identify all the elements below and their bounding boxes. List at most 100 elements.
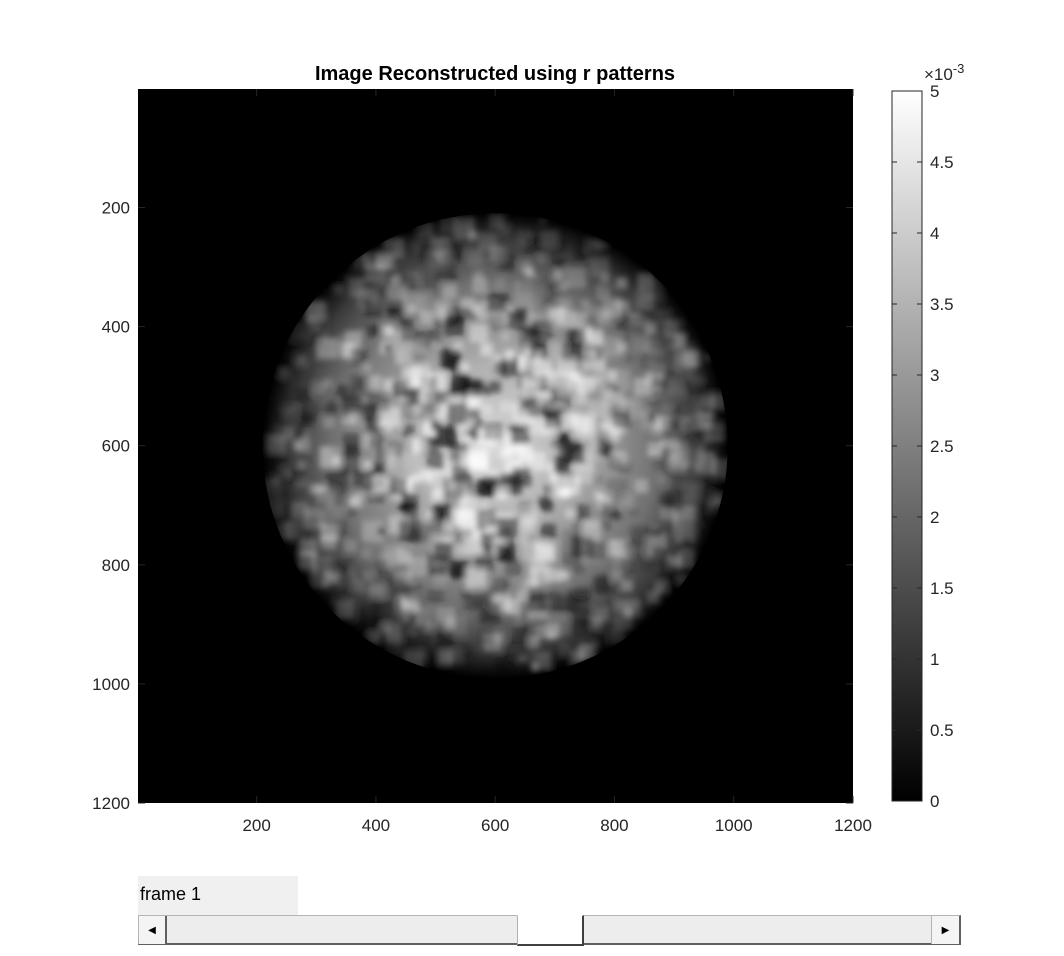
speckle-block [349,374,371,396]
speckle-block [422,638,440,656]
slider-left-arrow-icon[interactable]: ◀ [139,916,167,944]
speckle-block [460,587,473,599]
speckle-block [692,383,706,397]
speckle-block [586,541,606,562]
speckle-block [338,408,350,420]
speckle-block [425,554,448,577]
speckle-block [337,564,348,575]
speckle-block [298,451,311,465]
speckle-block [479,602,501,625]
speckle-block [439,215,457,233]
speckle-block [540,645,550,655]
speckle-block [481,249,491,259]
speckle-block [655,415,670,430]
speckle-block [424,622,434,632]
speckle-block [621,579,633,592]
speckle-block [491,578,509,596]
speckle-block [638,604,649,616]
speckle-block [433,486,444,497]
y-tick-label: 400 [102,318,130,337]
speckle-block [469,323,489,343]
speckle-block [612,553,629,570]
speckle-block [480,343,493,356]
speckle-block [531,319,554,341]
frame-slider[interactable]: ◀ ▶ [138,915,961,946]
speckle-block [450,375,470,395]
x-tick-label: 800 [600,816,628,835]
speckle-block [573,239,595,261]
speckle-block [354,487,365,499]
speckle-block [295,354,307,366]
speckle-block [303,570,323,589]
speckle-block [630,526,651,547]
speckle-block [471,381,487,396]
speckle-block [505,599,521,615]
speckle-block [616,314,632,330]
speckle-block [611,570,623,582]
speckle-block [558,458,572,472]
speckle-block [401,503,418,519]
speckle-block [456,506,472,523]
speckle-block [591,439,601,449]
speckle-block [634,479,649,493]
speckle-block [447,273,459,284]
speckle-block [566,589,588,612]
speckle-block [300,539,318,557]
speckle-block [367,375,382,390]
speckle-block [453,341,464,352]
speckle-block [681,445,702,465]
speckle-block [367,247,387,267]
speckle-block [492,630,507,645]
speckle-block [540,546,555,560]
speckle-block [544,484,556,496]
slider-thumb[interactable] [517,915,584,946]
speckle-block [530,663,539,672]
speckle-block [602,299,622,319]
speckle-block [527,586,543,602]
speckle-block [372,601,393,623]
speckle-block [473,270,484,281]
speckle-block [565,266,587,288]
speckle-block [296,477,308,488]
speckle-block [661,405,671,415]
speckle-block [432,318,442,329]
speckle-block [401,613,410,622]
speckle-block [459,650,478,670]
speckle-block [504,293,515,304]
speckle-block [711,406,724,420]
speckle-block [304,507,326,529]
speckle-block [450,464,469,482]
speckle-block [665,319,684,338]
speckle-block [537,391,550,404]
speckle-block [703,353,712,362]
speckle-block [362,433,378,449]
x-tick-label: 600 [481,816,509,835]
speckle-block [344,498,357,510]
colorbar-exponent: ×10-3 [924,61,964,84]
slider-right-arrow-icon[interactable]: ▶ [931,916,959,944]
speckle-block [577,226,590,239]
colorbar-tick-label: 4 [930,224,939,243]
speckle-block [591,501,610,519]
y-tick-label: 800 [102,556,130,575]
x-tick-label: 200 [242,816,270,835]
speckle-block [497,517,519,538]
speckle-block [591,474,602,485]
speckle-block [609,369,631,391]
speckle-block [267,451,288,472]
speckle-block [454,534,464,545]
speckle-block [342,433,363,453]
speckle-block [599,241,608,250]
speckle-block [550,342,568,359]
speckle-block [546,461,556,472]
speckle-block [681,537,693,549]
speckle-block [486,292,507,313]
speckle-block [276,356,290,370]
speckle-block [613,451,627,464]
speckle-block [472,278,488,294]
colorbar-exponent-base: ×10 [924,65,953,84]
speckle-block [505,639,527,660]
speckle-block [297,391,309,403]
speckle-block [444,619,456,631]
speckle-block [434,502,451,519]
